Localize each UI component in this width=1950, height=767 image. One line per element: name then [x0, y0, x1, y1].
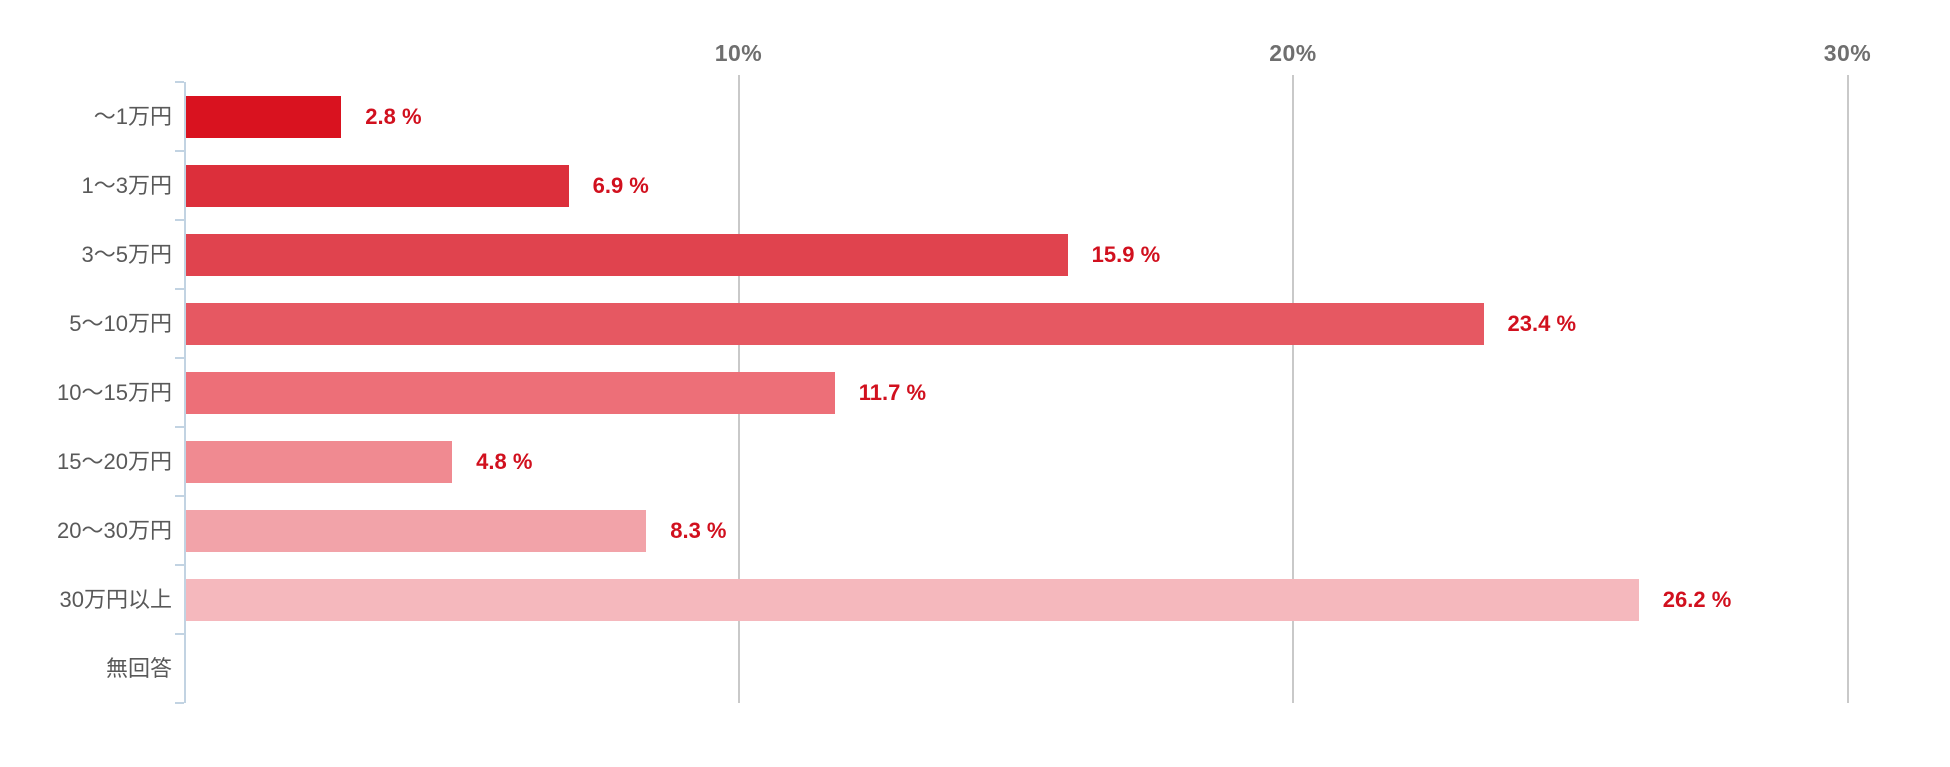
y-axis-tick [175, 288, 184, 290]
bar [186, 510, 647, 552]
category-label: ～1万円 [93, 104, 172, 129]
value-label: 11.7 % [858, 380, 927, 405]
y-axis-tick [175, 564, 184, 566]
y-axis-tick [175, 426, 184, 428]
bar [186, 96, 342, 138]
value-label: 15.9 % [1091, 242, 1161, 267]
value-label: 26.2 % [1662, 587, 1732, 612]
chart-row: 10～15万円 11.7 % [0, 358, 1950, 427]
y-axis-tick [175, 81, 184, 83]
chart-row: 5～10万円 23.4 % [0, 289, 1950, 358]
x-axis-tick-label: 30% [1823, 40, 1872, 66]
y-axis-tick [175, 495, 184, 497]
category-label: 3～5万円 [81, 242, 172, 267]
chart-row: 30万円以上 26.2 % [0, 565, 1950, 634]
y-axis-tick [175, 357, 184, 359]
bar [186, 372, 835, 414]
chart-row: ～1万円 2.8 % [0, 82, 1950, 151]
category-label: 15～20万円 [57, 449, 172, 474]
category-label: 20～30万円 [57, 518, 172, 543]
chart-row: 無回答 [0, 634, 1950, 703]
x-axis-tick-label: 10% [714, 40, 763, 66]
value-label: 4.8 % [476, 449, 533, 474]
y-axis-tick [175, 633, 184, 635]
category-label: 10～15万円 [57, 380, 172, 405]
value-label: 8.3 % [670, 518, 727, 543]
category-label: 5～10万円 [69, 311, 172, 336]
x-axis-tick-label: 20% [1269, 40, 1317, 66]
bar [186, 441, 453, 483]
category-label: 1～3万円 [81, 173, 172, 198]
y-axis-tick [175, 150, 184, 152]
chart-row: 1～3万円 6.9 % [0, 151, 1950, 220]
value-label: 23.4 % [1507, 311, 1577, 336]
value-label: 2.8 % [365, 104, 422, 129]
y-axis-line [184, 82, 186, 703]
y-axis-tick [175, 219, 184, 221]
bar [186, 303, 1484, 345]
chart-row: 3～5万円 15.9 % [0, 220, 1950, 289]
bar [186, 579, 1639, 621]
chart-row: 15～20万円 4.8 % [0, 427, 1950, 496]
bar [186, 234, 1068, 276]
bar [186, 165, 569, 207]
y-axis-tick [175, 702, 184, 704]
gridline-20% [1292, 75, 1294, 703]
category-label: 30万円以上 [59, 587, 172, 612]
chart-row: 20～30万円 8.3 % [0, 496, 1950, 565]
category-label: 無回答 [105, 656, 172, 681]
value-label: 6.9 % [592, 173, 649, 198]
gridline-30% [1846, 75, 1849, 703]
